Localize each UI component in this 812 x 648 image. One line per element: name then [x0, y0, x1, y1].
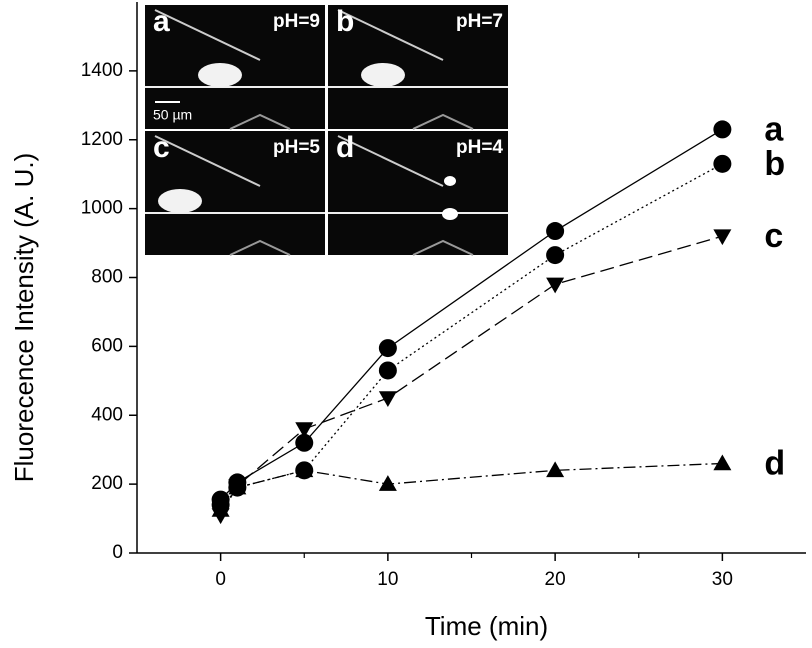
channel-edge [412, 113, 474, 130]
channel-edge [337, 135, 444, 187]
marker [546, 277, 565, 294]
channel-edge [412, 239, 474, 256]
series-label: a [764, 110, 784, 148]
marker [546, 222, 565, 241]
fluorescence-blob [361, 63, 405, 87]
marker [546, 246, 565, 265]
inset-ph: pH=5 [273, 137, 320, 158]
marker [295, 433, 314, 452]
y-tick-label: 1000 [81, 198, 123, 219]
x-axis-title: Time (min) [425, 611, 548, 641]
inset-ph: pH=4 [456, 137, 503, 158]
inset-letter: c [153, 131, 170, 164]
marker [378, 475, 397, 491]
marker [295, 461, 314, 478]
y-tick-label: 200 [91, 473, 123, 494]
inset-panel: c pH=5 [145, 131, 325, 256]
y-tick-label: 1200 [81, 129, 123, 150]
marker [713, 229, 732, 246]
channel-edge [154, 9, 261, 61]
inset-letter: b [336, 5, 354, 38]
x-tick-label: 30 [712, 569, 733, 590]
inset-panel: d pH=4 [328, 131, 508, 256]
inset-panel: b pH=7 [328, 5, 508, 130]
scale-bar-label: 50 µm [153, 107, 192, 123]
y-axis-title: Fluorecence Intensity (A. U.) [9, 153, 39, 482]
marker [713, 120, 732, 139]
fluorescence-blob [444, 176, 456, 186]
inset-ph: pH=9 [273, 11, 320, 32]
inset-letter: a [153, 5, 170, 38]
channel-edge [229, 113, 291, 130]
y-tick-label: 800 [91, 267, 123, 288]
y-tick-label: 1400 [81, 60, 123, 81]
inset-panel: a pH=9 [145, 5, 325, 130]
marker [713, 454, 732, 471]
inset-letter: d [336, 131, 354, 164]
marker [546, 461, 565, 478]
channel-edge [337, 9, 444, 61]
x-tick-label: 20 [545, 569, 566, 590]
inset-ph: pH=7 [456, 11, 503, 32]
series-label: b [764, 145, 785, 183]
marker [378, 361, 397, 380]
marker [378, 391, 397, 408]
inset-bg [328, 5, 508, 129]
y-tick-label: 0 [112, 542, 123, 563]
fluorescence-blob [442, 208, 458, 220]
x-tick-label: 0 [215, 569, 226, 590]
fluorescence-blob [158, 189, 202, 213]
series-label: d [764, 444, 785, 482]
y-tick-label: 600 [91, 335, 123, 356]
marker [211, 500, 230, 517]
fluorescence-blob [198, 63, 242, 87]
channel-edge [229, 239, 291, 256]
marker [228, 478, 247, 495]
y-tick-label: 400 [91, 404, 123, 425]
channel-edge [154, 135, 261, 187]
marker [713, 154, 732, 173]
x-tick-label: 10 [377, 569, 398, 590]
marker [295, 422, 314, 439]
inset-bg [328, 131, 508, 255]
marker [378, 339, 397, 358]
series-label: c [764, 217, 783, 255]
